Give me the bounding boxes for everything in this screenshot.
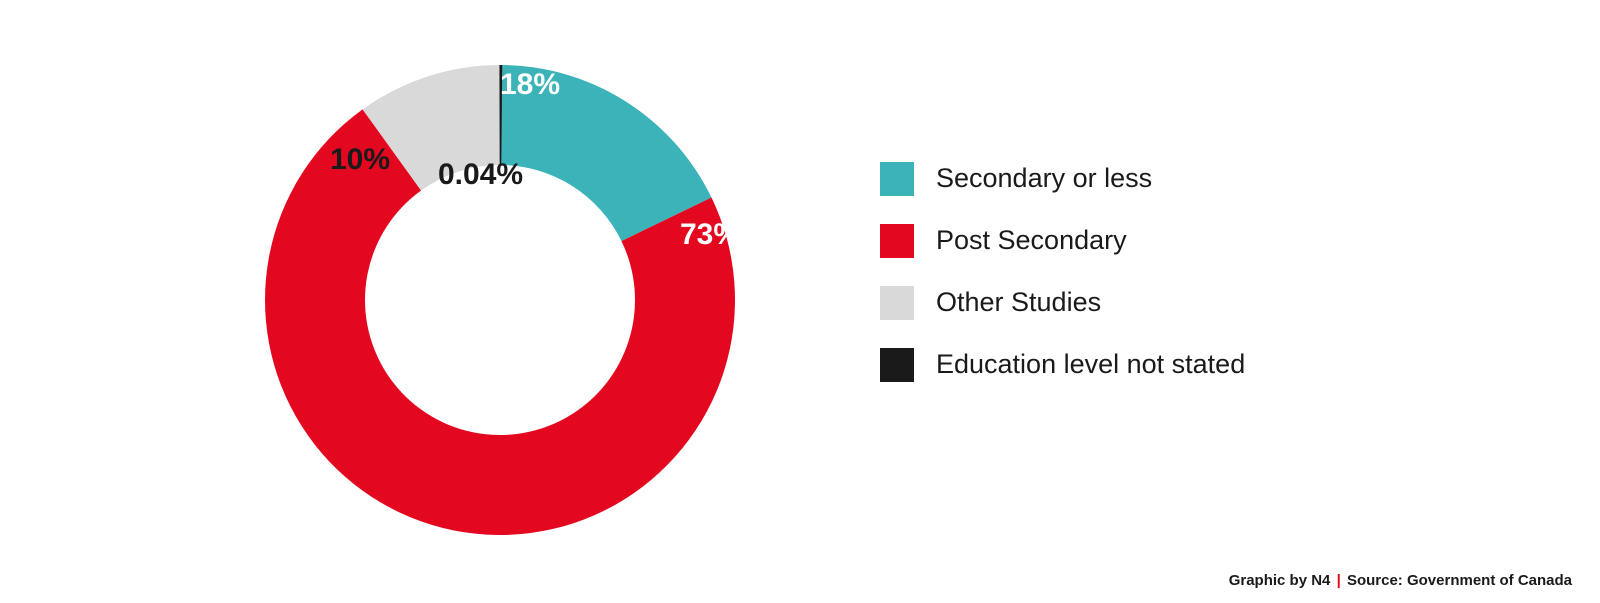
legend-label-not-stated: Education level not stated [936,349,1245,380]
footer-credit: Graphic by N4 | Source: Government of Ca… [1229,572,1572,589]
legend-swatch-not-stated [880,348,914,382]
legend-item-not-stated: Education level not stated [880,348,1245,382]
chart-container: 18% 73% 10% 0.04% Secondary or less Post… [0,0,1600,603]
legend-swatch-secondary [880,162,914,196]
legend-label-post-secondary: Post Secondary [936,225,1127,256]
legend: Secondary or less Post Secondary Other S… [880,162,1245,382]
legend-label-other-studies: Other Studies [936,287,1101,318]
slice-label-not-stated: 0.04% [438,158,523,192]
legend-item-other-studies: Other Studies [880,286,1245,320]
legend-label-secondary: Secondary or less [936,163,1152,194]
footer-separator: | [1337,572,1341,589]
legend-item-post-secondary: Post Secondary [880,224,1245,258]
donut-chart [250,40,770,560]
legend-swatch-post-secondary [880,224,914,258]
slice-label-post-secondary: 73% [680,218,740,252]
slice-label-other-studies: 10% [330,143,390,177]
legend-item-secondary: Secondary or less [880,162,1245,196]
slice-label-secondary: 18% [500,68,560,102]
footer-left: Graphic by N4 [1229,572,1331,589]
legend-swatch-other-studies [880,286,914,320]
footer-right: Source: Government of Canada [1347,572,1572,589]
donut-chart-area: 18% 73% 10% 0.04% [0,0,800,603]
